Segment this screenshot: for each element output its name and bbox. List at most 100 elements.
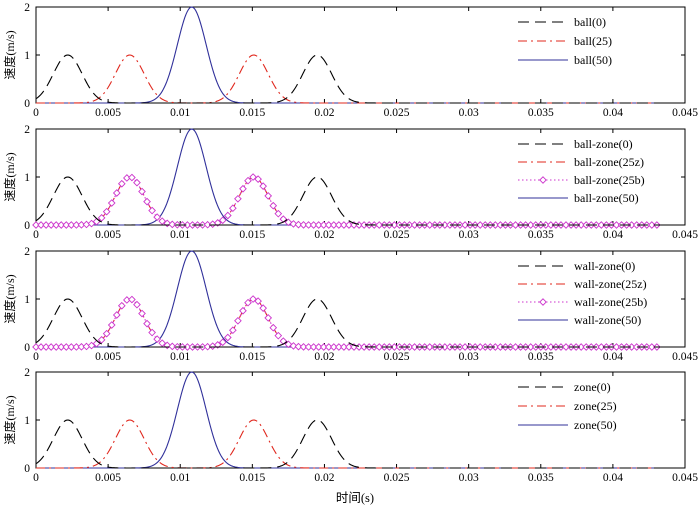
y-tick-label: 0	[24, 463, 30, 475]
series-marker	[244, 298, 252, 307]
x-tick-label: 0.01	[170, 229, 190, 241]
series-marker	[446, 343, 454, 351]
series-marker	[345, 221, 353, 229]
series-marker	[446, 221, 454, 229]
series-marker	[319, 343, 328, 351]
x-tick-label: 0.025	[384, 472, 410, 484]
series-line-ball-zone(0)	[35, 176, 661, 226]
series-marker	[547, 343, 555, 351]
y-tick-label: 0	[24, 98, 30, 110]
series-marker	[52, 221, 61, 229]
x-tick-label: 0.045	[672, 107, 698, 119]
series-marker	[410, 221, 419, 229]
series-marker	[37, 221, 45, 229]
y-tick-label: 1	[24, 50, 30, 62]
series-marker	[410, 343, 419, 351]
y-tick-label: 0	[24, 220, 30, 232]
series-marker	[138, 187, 146, 196]
series-marker	[476, 343, 485, 351]
series-marker	[360, 221, 368, 229]
series-marker	[244, 176, 252, 185]
y-tick-label: 2	[24, 124, 30, 136]
series-marker	[168, 342, 177, 351]
series-marker	[117, 301, 126, 310]
legend-marker	[539, 176, 547, 184]
x-tick-label: 0.005	[95, 107, 121, 119]
legend-entry: zone(0)	[574, 380, 611, 394]
y-tick-label: 1	[24, 172, 30, 184]
series-marker	[259, 304, 267, 312]
x-tick-label: 0.02	[314, 107, 334, 119]
series-marker	[107, 321, 116, 329]
x-tick-label: 0.02	[314, 351, 334, 363]
series-marker	[117, 179, 126, 188]
legend-entry: wall-zone(50)	[574, 313, 641, 327]
series-marker	[304, 343, 313, 351]
series-marker	[340, 221, 348, 229]
x-tick-label: 0	[33, 351, 39, 363]
series-marker	[112, 311, 121, 319]
series-marker	[324, 343, 333, 351]
y-tick-label: 2	[24, 367, 30, 379]
series-marker	[632, 343, 641, 351]
series-marker	[289, 220, 298, 228]
y-tick-label: 2	[24, 2, 30, 14]
legend-entry: wall-zone(25b)	[574, 295, 647, 309]
x-tick-label: 0.02	[314, 472, 334, 484]
x-tick-label: 0.005	[95, 472, 121, 484]
x-tick-label: 0.01	[170, 472, 190, 484]
series-marker	[375, 221, 384, 229]
series-marker	[223, 333, 232, 342]
series-marker	[304, 221, 313, 229]
series-marker	[229, 326, 237, 335]
series-marker	[128, 295, 136, 304]
legend-entry: ball(50)	[574, 53, 612, 67]
legend-entry: zone(25)	[574, 399, 617, 413]
y-tick-label: 1	[24, 415, 30, 427]
series-marker	[249, 295, 257, 303]
series-marker	[294, 220, 303, 229]
x-tick-label: 0.04	[603, 351, 623, 363]
x-tick-label: 0.005	[95, 351, 121, 363]
series-marker	[274, 331, 283, 340]
legend-entry: ball-zone(0)	[574, 137, 633, 151]
series-marker	[47, 221, 55, 229]
series-marker	[496, 343, 505, 351]
series-marker	[158, 339, 167, 348]
y-axis-label-2: 速度(m/s)	[2, 152, 17, 201]
series-marker	[163, 341, 172, 350]
series-marker	[143, 319, 151, 328]
x-tick-label: 0.045	[672, 351, 698, 363]
x-tick-label: 0.025	[384, 107, 410, 119]
series-marker	[97, 335, 106, 344]
series-marker	[284, 340, 293, 349]
series-marker	[138, 309, 146, 318]
series-marker	[62, 221, 71, 229]
series-marker	[612, 343, 621, 351]
series-marker	[511, 221, 520, 229]
legend-entry: ball-zone(50)	[574, 191, 639, 205]
series-marker	[314, 343, 323, 351]
series-marker	[133, 178, 141, 187]
x-tick-label: 0.01	[170, 351, 190, 363]
series-marker	[345, 343, 353, 351]
x-tick-label: 0.025	[384, 229, 410, 241]
series-marker	[32, 343, 40, 351]
series-marker	[102, 207, 111, 216]
x-tick-label: 0.005	[95, 229, 121, 241]
series-marker	[32, 221, 40, 229]
x-tick-label: 0	[33, 107, 39, 119]
y-tick-label: 0	[24, 342, 30, 354]
series-marker	[42, 221, 50, 229]
legend-entry: wall-zone(25z)	[574, 277, 647, 291]
x-tick-label: 0.01	[170, 107, 190, 119]
series-marker	[274, 209, 283, 218]
series-marker	[597, 221, 606, 229]
y-tick-label: 2	[24, 246, 30, 258]
x-tick-label: 0.02	[314, 229, 334, 241]
series-marker	[294, 342, 303, 351]
series-line-wall-zone(25z)	[36, 298, 661, 348]
series-marker	[647, 343, 656, 351]
y-axis-label-3: 速度(m/s)	[2, 274, 17, 323]
series-marker	[476, 221, 485, 229]
